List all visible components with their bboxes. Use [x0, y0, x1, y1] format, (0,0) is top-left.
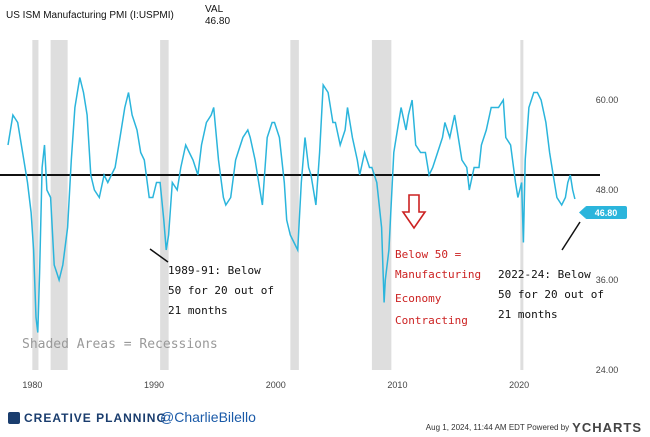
- annotation-contracting-line4: Contracting: [395, 314, 468, 327]
- pmi-series-line: [7, 77, 576, 333]
- annotation-recent-line2: 50 for 20 out of: [498, 288, 604, 301]
- value-column: VAL 46.80: [205, 4, 230, 28]
- val-value: 46.80: [205, 16, 231, 27]
- author-handle: @CharlieBilello: [160, 409, 256, 425]
- val-label: VAL: [205, 4, 224, 15]
- brand-name: CREATIVE PLANNING: [24, 411, 167, 425]
- annotation-early-90s-line2: 50 for 20 out of: [168, 284, 274, 297]
- ycharts-logo: YCHARTS: [572, 420, 642, 435]
- annotation-recent-line1: 2022-24: Below: [498, 268, 591, 281]
- series-title: US ISM Manufacturing PMI (I:USPMI): [6, 10, 174, 21]
- annotation-contracting-line1: Below 50 =: [395, 248, 462, 261]
- last-value-badge-bg: [585, 206, 627, 219]
- x-tick-label: 1980: [22, 380, 42, 390]
- y-tick-label: 48.00: [596, 185, 619, 195]
- last-value-badge-pointer: [579, 207, 585, 218]
- y-tick-label: 60.00: [596, 95, 619, 105]
- y-tick-label: 36.00: [596, 275, 619, 285]
- brand-logo-icon: [8, 412, 20, 424]
- recession-band-4: [371, 40, 392, 370]
- footer-attribution: Aug 1, 2024, 11:44 AM EDT Powered by YCH…: [426, 420, 642, 435]
- timestamp: Aug 1, 2024, 11:44 AM EDT Powered by: [425, 423, 570, 432]
- shaded-areas-note: Shaded Areas = Recessions: [22, 337, 218, 352]
- recession-band-2: [160, 40, 169, 370]
- annotation-arrow-recent: [561, 221, 581, 251]
- y-tick-label: 24.00: [596, 365, 619, 375]
- x-tick-label: 2000: [266, 380, 286, 390]
- x-tick-label: 2010: [387, 380, 407, 390]
- x-axis-ticks: 1980 1990 2000 2010 2020: [22, 380, 529, 390]
- recession-band-1: [50, 40, 68, 370]
- annotation-contracting-line3: Economy: [395, 292, 442, 305]
- recession-band-3: [290, 40, 299, 370]
- x-tick-label: 1990: [144, 380, 164, 390]
- recession-band-0: [32, 40, 39, 370]
- y-axis-ticks: 24.00 36.00 48.00 60.00: [596, 95, 619, 375]
- creative-planning-logo: CREATIVE PLANNING: [8, 411, 167, 425]
- annotation-recent-line3: 21 months: [498, 308, 558, 321]
- annotation-early-90s-line3: 21 months: [168, 304, 228, 317]
- down-arrow-icon: [401, 194, 427, 230]
- annotation-early-90s-line1: 1989-91: Below: [168, 264, 261, 277]
- last-value-badge: 46.80: [595, 208, 618, 218]
- annotation-arrow-early-90s: [149, 248, 169, 263]
- x-tick-label: 2020: [509, 380, 529, 390]
- annotation-contracting-line2: Manufacturing: [395, 268, 481, 281]
